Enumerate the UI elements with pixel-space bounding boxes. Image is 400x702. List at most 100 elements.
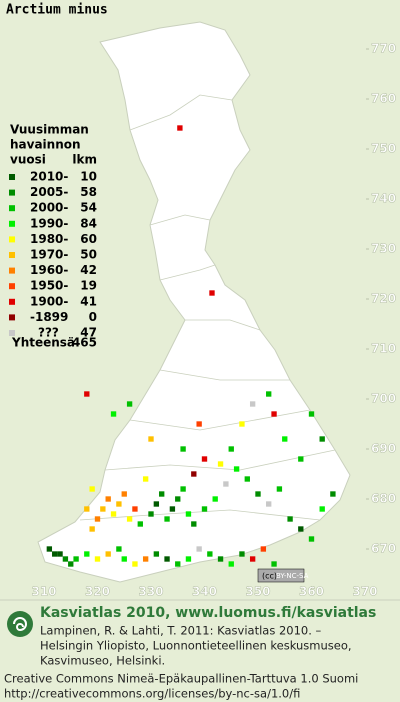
occurrence-square — [266, 391, 272, 397]
legend-label: 2010- — [30, 170, 68, 184]
license-badge-text: BY-NC-SA — [276, 572, 309, 580]
logo-swirl — [13, 617, 27, 632]
legend-total: 465 — [72, 336, 97, 350]
occurrence-square — [105, 496, 111, 502]
occurrence-square — [121, 556, 127, 562]
citation-line: Lampinen, R. & Lahti, T. 2011: Kasviatla… — [40, 624, 322, 638]
y-tick-label: 670 — [371, 542, 396, 556]
occurrence-square — [244, 476, 250, 482]
occurrence-square — [271, 411, 277, 417]
occurrence-square — [137, 521, 143, 527]
occurrence-square — [185, 511, 192, 517]
y-tick-label: 730 — [371, 242, 396, 256]
citation-line: Helsingin Yliopisto, Luonnontieteellinen… — [40, 639, 352, 653]
occurrence-square — [177, 125, 183, 131]
legend-swatch — [9, 220, 15, 227]
occurrence-square — [217, 461, 224, 467]
occurrence-square — [153, 551, 160, 557]
occurrence-square — [180, 486, 186, 492]
occurrence-square — [142, 476, 149, 482]
occurrence-square — [175, 561, 181, 567]
occurrence-square — [175, 496, 181, 502]
occurrence-square — [201, 456, 208, 462]
occurrence-square — [228, 446, 234, 452]
species-title: Arctium minus — [6, 3, 108, 18]
occurrence-square — [260, 546, 267, 552]
occurrence-square — [207, 551, 213, 557]
occurrence-square — [132, 561, 138, 567]
y-tick-label: 700 — [371, 392, 396, 406]
occurrence-square — [89, 486, 95, 492]
occurrence-square — [164, 516, 170, 522]
brand: Kasviatlas 2010, www.luomus.fi/kasviatla… — [40, 605, 376, 621]
occurrence-square — [159, 491, 165, 497]
license-badge-cc: (cc) — [262, 572, 277, 581]
occurrence-square — [249, 401, 256, 407]
legend-count: 19 — [80, 279, 97, 293]
y-tick-label: 680 — [371, 492, 396, 506]
occurrence-square — [223, 481, 229, 487]
occurrence-square — [142, 556, 149, 562]
occurrence-square — [239, 421, 245, 427]
legend-label: 1990- — [30, 216, 68, 230]
legend-swatch — [9, 283, 15, 290]
occurrence-square — [249, 556, 256, 562]
legend-label: 1970- — [30, 248, 68, 262]
x-tick-label: 360 — [299, 585, 324, 599]
y-tick-label: 750 — [371, 142, 396, 156]
occurrence-square — [239, 551, 245, 557]
legend-count: 60 — [80, 232, 97, 246]
legend-label: ??? — [38, 326, 59, 340]
occurrence-square — [201, 506, 208, 512]
occurrence-square — [217, 556, 224, 562]
occurrence-square — [191, 471, 197, 477]
occurrence-square — [110, 511, 117, 517]
x-tick-label: 370 — [352, 585, 377, 599]
legend-swatch — [9, 267, 15, 274]
legend-count: 54 — [80, 201, 97, 215]
region-borders — [79, 94, 336, 521]
legend-swatch — [9, 174, 15, 180]
legend-swatch — [9, 298, 15, 305]
occurrence-square — [308, 411, 315, 417]
occurrence-square — [196, 421, 202, 427]
occurrence-square — [271, 561, 277, 567]
citation-line: Kasvimuseo, Helsinki. — [40, 654, 165, 668]
occurrence-square — [298, 526, 304, 532]
y-tick-label: 770 — [371, 42, 396, 56]
legend-label: -1899 — [30, 310, 68, 324]
occurrence-square — [169, 506, 176, 512]
x-tick-label: 320 — [85, 585, 110, 599]
occurrence-square — [84, 506, 90, 512]
occurrence-square — [282, 436, 288, 442]
legend-count: 84 — [80, 216, 97, 230]
occurrence-square — [105, 551, 111, 557]
legend-heading: vuosi — [10, 153, 46, 167]
occurrence-square — [126, 516, 133, 522]
legend-count: 58 — [80, 185, 97, 199]
license-line: http://creativecommons.org/licenses/by-n… — [4, 687, 300, 701]
occurrence-square — [298, 456, 304, 462]
occurrence-square — [73, 556, 79, 562]
legend: Vuusimman havainnon vuosi lkm Yhteensä 4… — [9, 123, 97, 350]
legend-swatch — [9, 252, 15, 258]
license-badge — [257, 568, 305, 583]
legend-heading: Vuusimman — [10, 123, 89, 137]
occurrence-square — [180, 446, 186, 452]
legend-label: 1900- — [30, 294, 68, 308]
occurrence-square — [191, 521, 197, 527]
legend-count: 50 — [80, 248, 97, 262]
x-tick-label: 350 — [245, 585, 270, 599]
occurrence-square — [94, 556, 101, 562]
occurrence-square — [148, 511, 154, 517]
x-tick-label: 340 — [192, 585, 217, 599]
occurrence-square — [276, 486, 283, 492]
finland-outline — [37, 21, 351, 583]
legend-swatch — [9, 236, 15, 243]
occurrence-square — [116, 546, 122, 552]
legend-swatch — [9, 189, 15, 196]
legend-label: 2000- — [30, 201, 68, 215]
x-tick-label: 310 — [31, 585, 56, 599]
occurrence-square — [132, 506, 138, 512]
